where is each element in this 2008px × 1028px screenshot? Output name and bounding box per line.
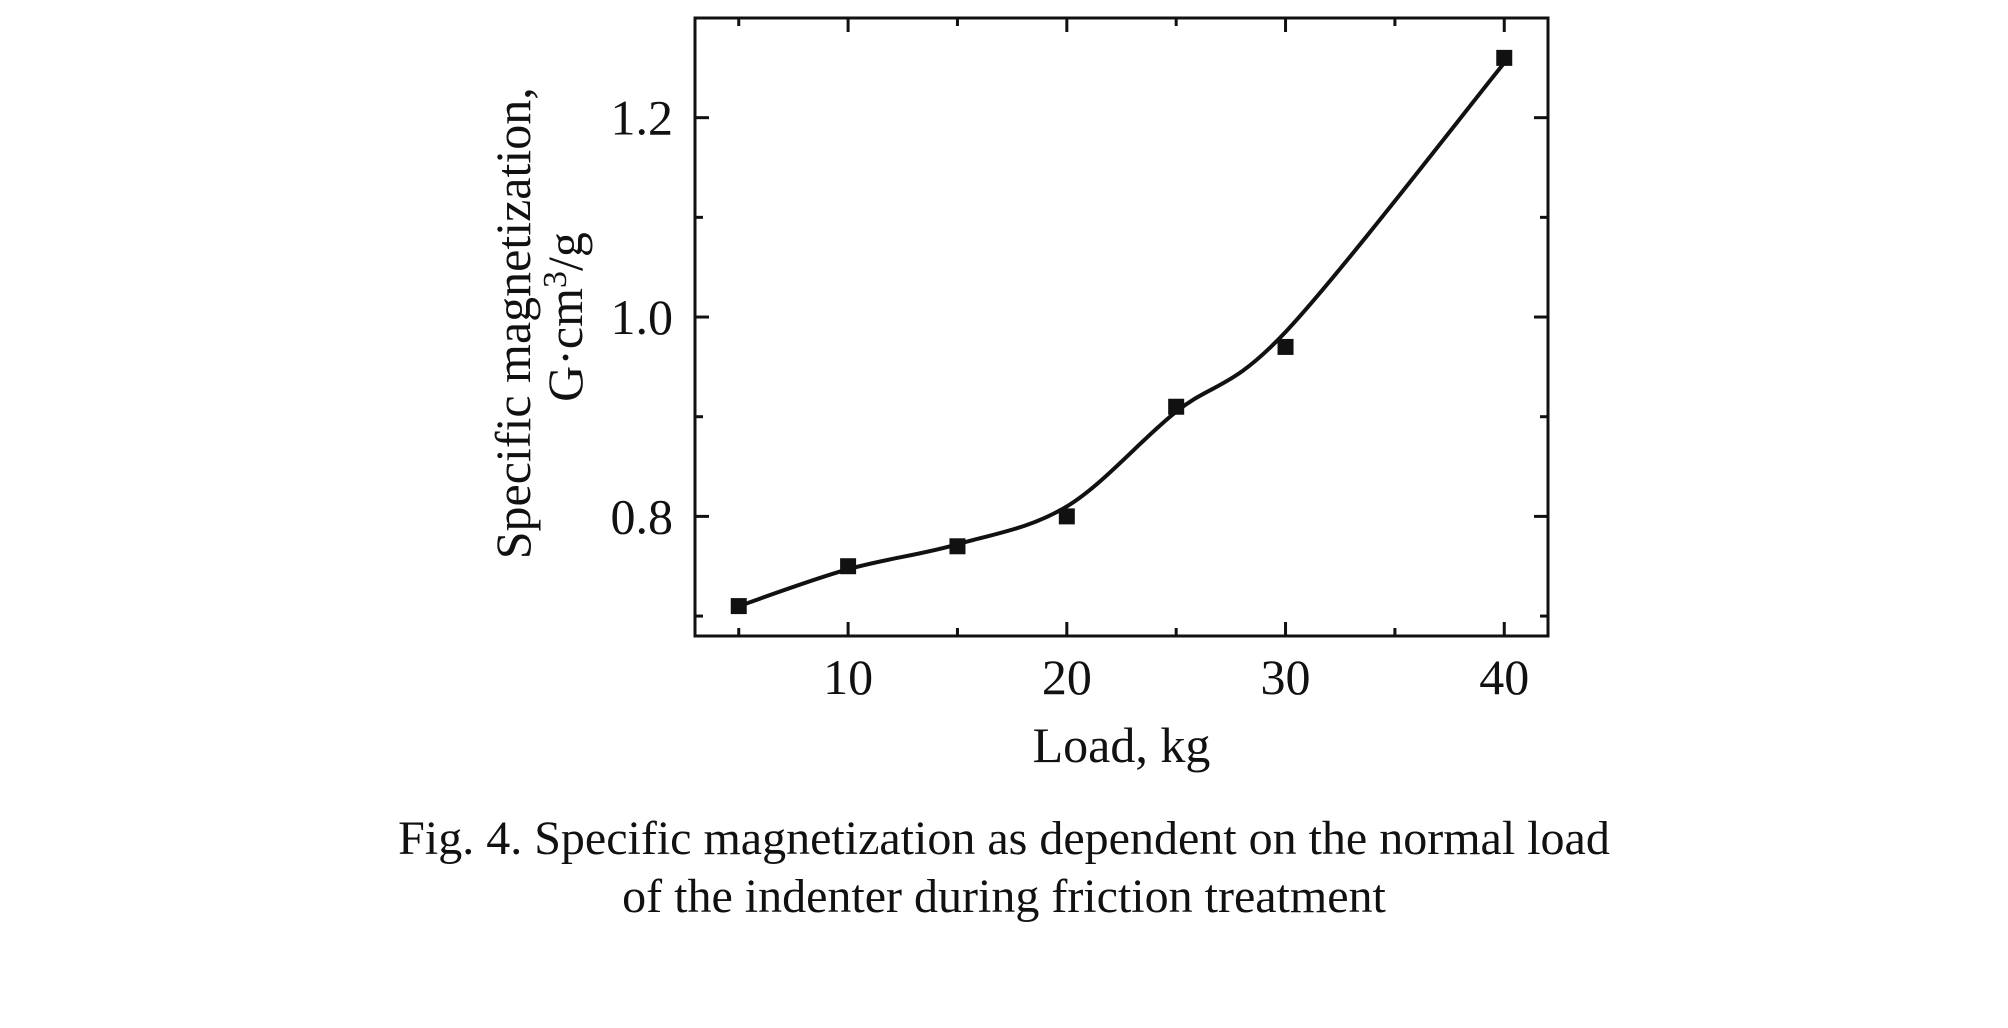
data-point (840, 558, 857, 575)
y-axis-title-line2: G·cm3/g (537, 232, 593, 402)
data-point (949, 538, 966, 555)
data-point (1496, 49, 1513, 66)
caption-line-1: Fig. 4. Specific magnetization as depend… (398, 812, 1610, 865)
y-tick-label: 1.0 (611, 289, 674, 345)
x-tick-label: 40 (1479, 649, 1529, 705)
chart: 10 20 30 40 0.8 1.0 1.2 Load, kg Specific magn… (485, 16, 1550, 773)
y-axis-title: Specific magnetization, G·cm3/g (485, 75, 593, 560)
x-axis-title: Load, kg (1033, 717, 1211, 773)
fit-curve (738, 61, 1506, 608)
x-tick-label: 20 (1042, 649, 1092, 705)
y-tick-label: 1.2 (611, 90, 674, 146)
caption-line-2: of the indenter during friction treatmen… (622, 870, 1386, 923)
data-point (730, 598, 747, 615)
data-point (1168, 398, 1185, 415)
data-point (1058, 508, 1075, 525)
y-axis-title-line1: Specific magnetization, (485, 87, 541, 559)
x-tick-label: 30 (1261, 649, 1311, 705)
data-point (1277, 338, 1294, 355)
y-tick-label: 0.8 (611, 488, 674, 544)
figure-caption: Fig. 4. Specific magnetization as depend… (0, 810, 2008, 926)
plot-frame (693, 16, 1550, 638)
x-tick-label: 10 (823, 649, 873, 705)
